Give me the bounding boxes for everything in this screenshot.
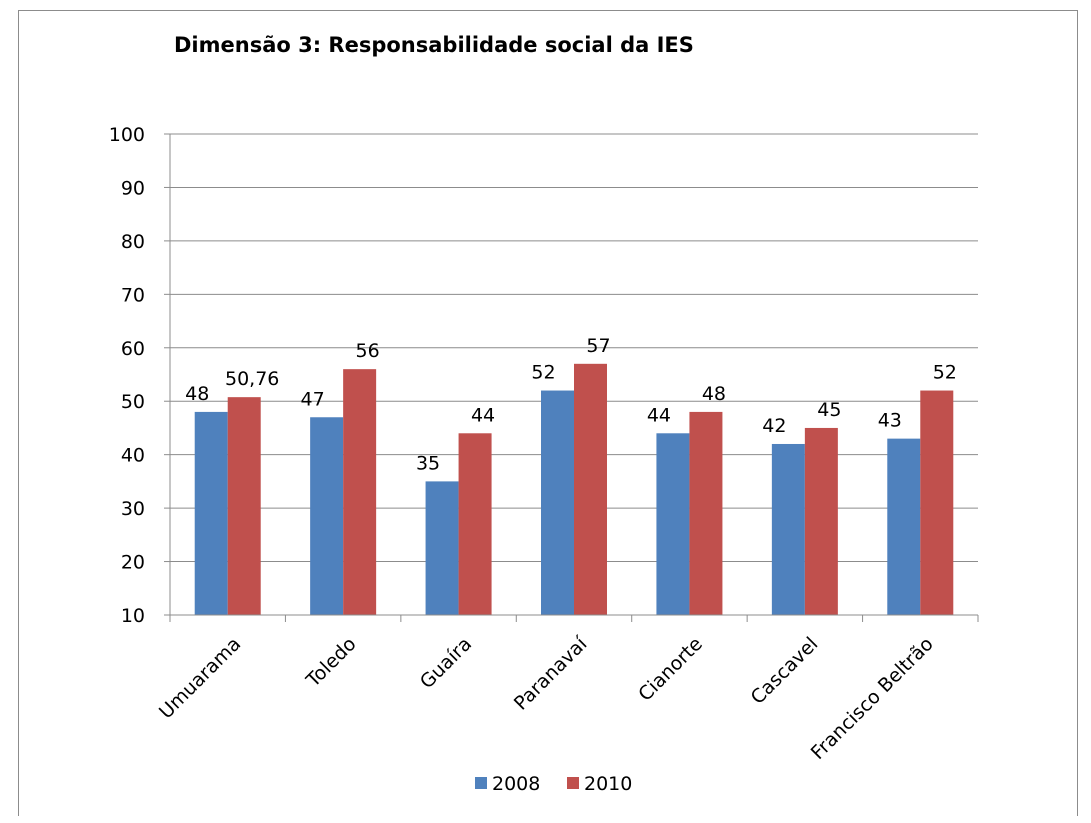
bar-2008-paranavaí bbox=[541, 390, 574, 615]
x-category-label: Guaíra bbox=[416, 633, 476, 693]
y-tick-label: 50 bbox=[121, 391, 145, 413]
x-category-label: Paranavaí bbox=[510, 632, 592, 714]
legend: 2008 2010 bbox=[475, 773, 632, 795]
y-tick-label: 100 bbox=[109, 124, 145, 146]
y-tick-label: 80 bbox=[121, 231, 145, 253]
y-tick-label: 30 bbox=[121, 498, 145, 520]
x-category-label: Toledo bbox=[302, 633, 361, 692]
bar-2010-cascavel bbox=[804, 427, 838, 615]
data-labels: 48 50,76 47 56 35 44 52 57 44 48 42 45 43 52 bbox=[185, 335, 957, 475]
bar-2010-umuarama bbox=[227, 397, 261, 615]
bar-2008-francisco-beltrão bbox=[887, 438, 921, 615]
data-label: 42 bbox=[762, 415, 786, 437]
legend-label-2008: 2008 bbox=[492, 773, 540, 795]
bar-2008-toledo bbox=[310, 417, 344, 615]
y-tick-label: 60 bbox=[121, 338, 145, 360]
data-label: 50,76 bbox=[225, 368, 279, 390]
chart-title: Dimensão 3: Responsabilidade social da I… bbox=[174, 33, 694, 57]
y-tick-label: 40 bbox=[121, 445, 145, 467]
data-label: 48 bbox=[185, 383, 209, 405]
bar-2008-cianorte bbox=[656, 433, 690, 615]
bar-2008-cascavel bbox=[771, 443, 805, 615]
bar-2010-toledo bbox=[343, 369, 377, 615]
bar-2008-guaíra bbox=[425, 481, 459, 615]
data-label: 48 bbox=[702, 383, 726, 405]
bars bbox=[194, 363, 954, 615]
bar-2008-umuarama bbox=[194, 411, 228, 615]
legend-label-2010: 2010 bbox=[584, 773, 632, 795]
data-label: 35 bbox=[416, 452, 440, 474]
x-axis: Umuarama Toledo Guaíra Paranavaí Cianorte Cas… bbox=[155, 614, 979, 764]
data-label: 57 bbox=[586, 335, 610, 357]
data-label: 47 bbox=[301, 388, 325, 410]
bar-2010-guaíra bbox=[458, 433, 492, 615]
data-label: 44 bbox=[471, 404, 495, 426]
y-tick-label: 20 bbox=[121, 552, 145, 574]
data-label: 52 bbox=[531, 362, 555, 384]
y-tick-label: 10 bbox=[121, 605, 145, 627]
data-label: 43 bbox=[878, 410, 902, 432]
x-category-label: Francisco Beltrão bbox=[807, 633, 938, 764]
y-tick-label: 70 bbox=[121, 284, 145, 306]
y-axis: 10 20 30 40 50 60 70 80 90 100 bbox=[109, 124, 171, 627]
data-label: 52 bbox=[933, 362, 957, 384]
x-category-label: Umuarama bbox=[155, 633, 245, 723]
bar-2010-paranavaí bbox=[574, 363, 607, 615]
bar-2010-cianorte bbox=[689, 411, 723, 615]
data-label: 44 bbox=[647, 404, 671, 426]
x-category-label: Cianorte bbox=[634, 633, 707, 706]
legend-swatch-2008 bbox=[475, 777, 487, 789]
legend-swatch-2010 bbox=[567, 777, 579, 789]
data-label: 56 bbox=[356, 340, 380, 362]
data-label: 45 bbox=[817, 399, 841, 421]
bar-2010-francisco-beltrão bbox=[920, 390, 954, 615]
y-tick-label: 90 bbox=[121, 177, 145, 199]
x-category-label: Cascavel bbox=[747, 633, 823, 709]
